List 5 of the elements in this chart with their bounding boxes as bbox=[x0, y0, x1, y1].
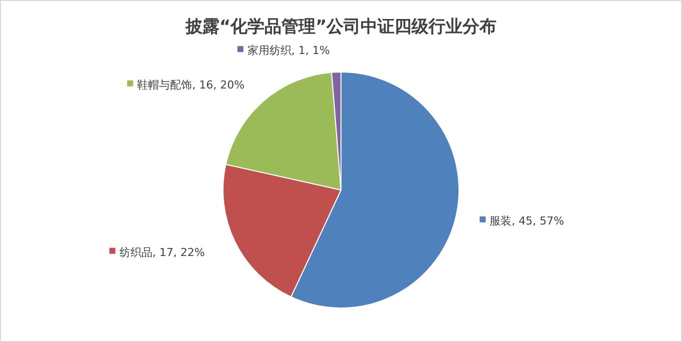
legend-label: 家用纺织, 1, 1% bbox=[247, 44, 330, 58]
legend-label: 鞋帽与配饰, 16, 20% bbox=[137, 78, 245, 92]
chart-title: 披露“化学品管理”公司中证四级行业分布 bbox=[184, 17, 497, 37]
legend-label: 服装, 45, 57% bbox=[490, 214, 564, 228]
legend-label: 纺织品, 17, 22% bbox=[119, 246, 205, 259]
